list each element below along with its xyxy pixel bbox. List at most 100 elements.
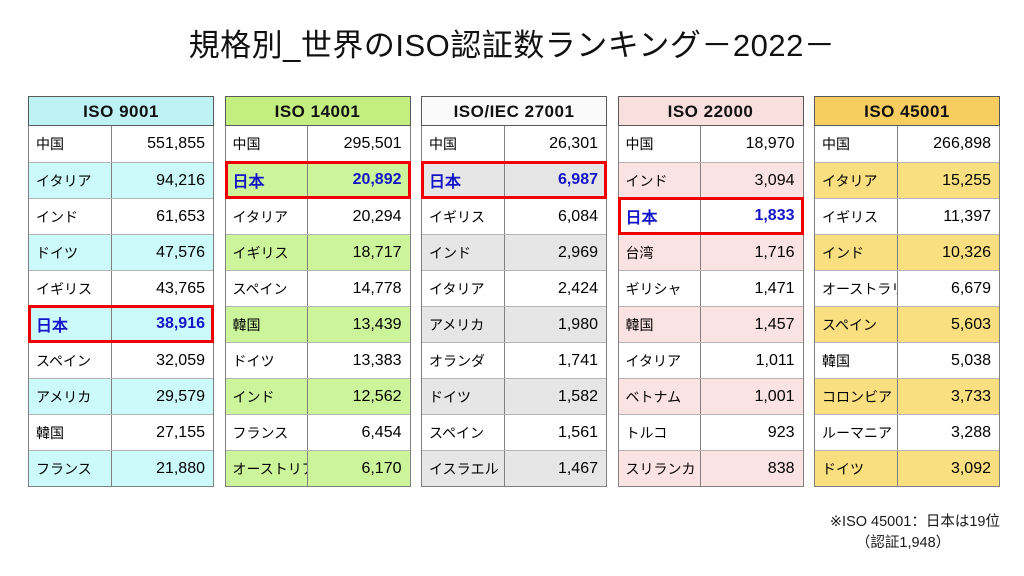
table-row: イタリア 20,294: [225, 198, 410, 234]
table-row: アメリカ 29,579: [29, 378, 213, 414]
cell-country: イギリス: [226, 235, 309, 270]
cell-value: 14,778: [352, 279, 402, 297]
cell-value: 1,561: [557, 423, 598, 441]
table-row: 韓国 1,457: [618, 306, 803, 342]
table-row: イギリス 11,397: [815, 198, 999, 234]
cell-value: 94,216: [156, 171, 205, 189]
table-row: 中国 26,301: [422, 126, 606, 162]
cell-country: 中国: [619, 126, 702, 162]
cell-value: 3,092: [950, 459, 991, 477]
cell-value: 15,255: [942, 171, 991, 189]
table-row: スペイン 14,778: [225, 270, 410, 306]
table-header: ISO 45001: [814, 96, 1000, 126]
cell-value: 21,880: [156, 459, 205, 477]
cell-country: ルーマニア: [815, 415, 898, 450]
cell-value: 13,383: [352, 351, 402, 369]
table-row: アメリカ 1,980: [422, 306, 606, 342]
table-row: オーストラリア 6,679: [815, 270, 999, 306]
cell-country: 中国: [815, 126, 898, 162]
cell-value: 12,562: [352, 387, 402, 405]
cell-country: オランダ: [422, 343, 505, 378]
cell-country: 韓国: [226, 307, 309, 342]
table-body: 中国 18,970 インド 3,094 日本 1,833 台湾 1,716 ギリシャ 1,471 韓…: [617, 126, 804, 487]
cell-country: イタリア: [815, 163, 898, 198]
cell-country: スリランカ: [619, 451, 702, 486]
iso-table-iso-iec-27001: ISO/IEC 27001 中国 26,301 日本 6,987 イギリス 6,084 インド…: [421, 96, 607, 487]
table-row-highlighted: 日本 38,916: [28, 305, 214, 343]
table-row: 韓国 5,038: [815, 342, 999, 378]
footnote-line-1: ※ISO 45001：日本は19位: [829, 514, 1000, 530]
cell-country: イタリア: [29, 163, 112, 198]
cell-country: 中国: [29, 126, 112, 162]
cell-value: 2,424: [557, 279, 598, 297]
page-title: 規格別_世界のISO認証数ランキング－2022－: [188, 28, 836, 63]
cell-value: 27,155: [156, 423, 205, 441]
table-header: ISO 22000: [617, 96, 804, 126]
table-row: イタリア 2,424: [422, 270, 606, 306]
cell-value: 1,833: [754, 207, 795, 224]
cell-value: 923: [767, 423, 795, 441]
table-body: 中国 266,898 イタリア 15,255 イギリス 11,397 インド 10,326 オー…: [814, 126, 1000, 487]
table-row: インド 61,653: [29, 198, 213, 234]
cell-value: 1,741: [557, 351, 598, 369]
cell-country: 台湾: [619, 235, 702, 270]
cell-country: イタリア: [422, 271, 505, 306]
cell-country: インド: [815, 235, 898, 270]
cell-country: 韓国: [815, 343, 898, 378]
cell-country: ベトナム: [619, 379, 702, 414]
cell-value: 43,765: [156, 279, 205, 297]
table-row-highlighted: 日本 6,987: [421, 161, 607, 199]
table-row: ドイツ 1,582: [422, 378, 606, 414]
cell-value: 18,970: [745, 135, 795, 152]
cell-value: 1,457: [754, 315, 795, 333]
cell-country: イスラエル: [422, 451, 505, 486]
cell-country: アメリカ: [29, 379, 112, 414]
cell-value: 1,467: [557, 459, 598, 477]
cell-value: 6,084: [557, 207, 598, 225]
iso-table-iso-22000: ISO 22000 中国 18,970 インド 3,094 日本 1,833 台湾 1,716 ギ…: [617, 96, 804, 487]
table-row: オーストリア 6,170: [225, 450, 410, 486]
table-row: スペイン 5,603: [815, 306, 999, 342]
cell-country: コロンビア: [815, 379, 898, 414]
table-row: インド 2,969: [422, 234, 606, 270]
cell-country: インド: [226, 379, 309, 414]
cell-country: スペイン: [226, 271, 309, 306]
cell-country: 日本: [619, 198, 702, 234]
cell-country: オーストリア: [226, 451, 309, 486]
table-row: スペイン 1,561: [422, 414, 606, 450]
cell-country: オーストラリア: [815, 271, 898, 306]
cell-value: 1,582: [557, 387, 598, 405]
table-row: インド 10,326: [815, 234, 999, 270]
cell-country: スペイン: [815, 307, 898, 342]
table-row: 台湾 1,716: [618, 234, 803, 270]
table-row: 韓国 27,155: [29, 414, 213, 450]
cell-country: 中国: [226, 126, 309, 162]
cell-value: 6,987: [557, 171, 598, 188]
table-row: ドイツ 13,383: [225, 342, 410, 378]
table-row: インド 3,094: [618, 162, 803, 198]
cell-value: 29,579: [156, 387, 205, 405]
table-row: ドイツ 3,092: [815, 450, 999, 486]
table-header: ISO/IEC 27001: [421, 96, 607, 126]
cell-value: 1,716: [754, 243, 795, 261]
table-row: 中国 295,501: [225, 126, 410, 162]
cell-value: 5,603: [950, 315, 991, 333]
cell-country: フランス: [226, 415, 309, 450]
footnote-line-2: （認証1,948）: [855, 535, 951, 551]
cell-value: 266,898: [933, 135, 991, 152]
cell-value: 10,326: [942, 243, 991, 261]
iso-table-iso-9001: ISO 9001 中国 551,855 イタリア 94,216 インド 61,653 ドイツ 4…: [28, 96, 214, 487]
cell-value: 18,717: [352, 243, 402, 261]
cell-country: アメリカ: [422, 307, 505, 342]
cell-value: 38,916: [156, 315, 205, 332]
cell-country: 日本: [422, 162, 505, 198]
cell-value: 1,980: [557, 315, 598, 333]
cell-country: フランス: [29, 451, 112, 486]
table-row: 中国 551,855: [29, 126, 213, 162]
cell-value: 20,294: [352, 207, 402, 225]
table-row: ギリシャ 1,471: [618, 270, 803, 306]
table-row: 中国 266,898: [815, 126, 999, 162]
cell-country: ドイツ: [815, 451, 898, 486]
cell-country: イギリス: [422, 199, 505, 234]
table-row: オランダ 1,741: [422, 342, 606, 378]
